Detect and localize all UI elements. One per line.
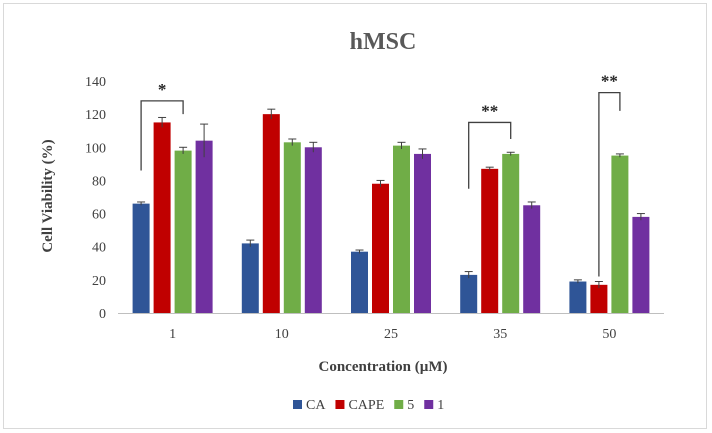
bar xyxy=(304,147,322,313)
bar xyxy=(502,153,520,313)
legend-swatch xyxy=(335,400,345,409)
bar xyxy=(414,153,431,313)
legend: CA CAPE 5 1 xyxy=(293,398,444,413)
y-tick-label: 80 xyxy=(92,174,106,189)
x-tick-label: 25 xyxy=(384,327,398,342)
bar xyxy=(241,243,259,313)
x-tick-label: 50 xyxy=(602,327,616,342)
y-tick-label: 100 xyxy=(85,141,106,156)
bar xyxy=(283,142,301,313)
legend-swatch xyxy=(293,400,302,409)
legend-label: 1 xyxy=(437,398,444,413)
chart-frame xyxy=(3,3,707,429)
significance-label: ** xyxy=(481,101,498,120)
bar xyxy=(262,114,280,314)
bar xyxy=(590,284,608,313)
bar xyxy=(351,251,368,313)
significance-bracket xyxy=(140,100,184,171)
y-tick-label: 60 xyxy=(92,208,106,223)
significance-label: ** xyxy=(601,72,618,91)
bar xyxy=(153,122,171,313)
y-axis-label: Cell Viability (%) xyxy=(40,139,56,252)
legend-label: 5 xyxy=(407,398,414,413)
chart-title: hMSC xyxy=(350,29,417,55)
bar xyxy=(632,216,650,313)
bar xyxy=(481,168,499,313)
significance-label: * xyxy=(158,80,167,99)
bar xyxy=(569,281,587,313)
x-axis-label: Concentration (µM) xyxy=(318,359,447,375)
bar xyxy=(393,145,410,313)
bar xyxy=(611,155,629,313)
bar xyxy=(523,205,541,313)
bar xyxy=(132,203,150,313)
bar xyxy=(195,140,213,313)
y-tick-label: 120 xyxy=(85,108,106,123)
legend-swatch xyxy=(394,400,404,409)
legend-label: CAPE xyxy=(348,398,384,413)
y-tick-label: 20 xyxy=(92,274,106,289)
y-tick-label: 40 xyxy=(92,241,106,256)
x-tick-label: 1 xyxy=(169,327,176,342)
y-tick-label: 140 xyxy=(85,75,106,90)
bar xyxy=(372,183,389,313)
x-tick-label: 35 xyxy=(493,327,507,342)
legend-swatch xyxy=(424,400,434,409)
y-tick-label: 0 xyxy=(99,307,106,322)
legend-label: CA xyxy=(306,398,326,413)
bar xyxy=(174,150,192,313)
x-tick-label: 10 xyxy=(275,327,289,342)
significance-bracket xyxy=(468,121,512,189)
significance-bracket xyxy=(598,91,621,277)
bar xyxy=(460,274,478,313)
